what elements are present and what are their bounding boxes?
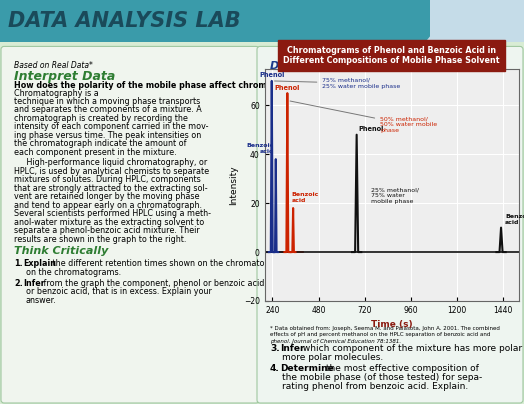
Bar — [0, 0, 460, 42]
Text: that are strongly attracted to the extracting sol-: that are strongly attracted to the extra… — [14, 184, 208, 193]
Text: chromatograph is created by recording the: chromatograph is created by recording th… — [14, 114, 188, 122]
Text: effects of pH and percent methanol on the HPLC separation of benzoic acid and: effects of pH and percent methanol on th… — [270, 332, 490, 337]
Text: 3.: 3. — [270, 344, 280, 353]
Text: DATA ANALYSIS LAB: DATA ANALYSIS LAB — [8, 11, 241, 31]
Text: the different retention times shown on the chromatograms.: the different retention times shown on t… — [50, 259, 292, 268]
Text: each component present in the mixture.: each component present in the mixture. — [14, 147, 177, 157]
Polygon shape — [430, 0, 524, 42]
Text: phenol. Journal of Chemical Education 78:1381.: phenol. Journal of Chemical Education 78… — [270, 339, 401, 344]
Text: 1.: 1. — [14, 259, 23, 268]
Text: rating phenol from benzoic acid. Explain.: rating phenol from benzoic acid. Explain… — [282, 382, 468, 391]
FancyBboxPatch shape — [1, 46, 259, 403]
Text: 2.: 2. — [14, 279, 23, 288]
Text: the mobile phase (of those tested) for sepa-: the mobile phase (of those tested) for s… — [282, 373, 482, 382]
Text: answer.: answer. — [26, 296, 57, 305]
Text: Benzoic
acid: Benzoic acid — [505, 215, 524, 225]
Text: the chromatograph indicate the amount of: the chromatograph indicate the amount of — [14, 139, 187, 148]
Text: 50% methanol/
50% water mobile
phase: 50% methanol/ 50% water mobile phase — [290, 101, 437, 133]
Text: more polar molecules.: more polar molecules. — [282, 353, 383, 362]
Text: mixtures of solutes. During HPLC, components: mixtures of solutes. During HPLC, compon… — [14, 175, 201, 184]
Text: Benzoic
acid: Benzoic acid — [246, 143, 274, 154]
Text: on the chromatograms.: on the chromatograms. — [26, 268, 121, 277]
Text: Explain: Explain — [23, 259, 56, 268]
Text: How does the polarity of the mobile phase affect chromatograms?: How does the polarity of the mobile phas… — [14, 82, 314, 90]
Text: Infer: Infer — [23, 279, 45, 288]
Text: High-performance liquid chromatography, or: High-performance liquid chromatography, … — [14, 158, 208, 167]
Text: 25% methanol/
75% water
mobile phase: 25% methanol/ 75% water mobile phase — [370, 187, 419, 204]
Text: which component of the mixture has more polar molecules.: which component of the mixture has more … — [300, 344, 524, 353]
Text: Based on Real Data*: Based on Real Data* — [14, 61, 93, 70]
Text: Data and Observations: Data and Observations — [270, 61, 414, 72]
Title: Chromatograms of Phenol and Benzoic Acid in
Different Compositions of Mobile Pha: Chromatograms of Phenol and Benzoic Acid… — [283, 46, 500, 65]
Text: results are shown in the graph to the right.: results are shown in the graph to the ri… — [14, 235, 187, 244]
Text: Chromatography is a: Chromatography is a — [14, 90, 99, 99]
Text: Several scientists performed HPLC using a meth-: Several scientists performed HPLC using … — [14, 209, 211, 218]
Text: 4.: 4. — [270, 364, 280, 373]
Text: * Data obtained from: Joseph, Seema M. and Palasota, John A. 2001. The combined: * Data obtained from: Joseph, Seema M. a… — [270, 326, 500, 331]
Text: technique in which a moving phase transports: technique in which a moving phase transp… — [14, 97, 200, 105]
Text: Think Critically: Think Critically — [14, 246, 108, 256]
Text: or benzoic acid, that is in excess. Explain your: or benzoic acid, that is in excess. Expl… — [26, 287, 212, 296]
Text: anol-water mixture as the extracting solvent to: anol-water mixture as the extracting sol… — [14, 218, 204, 227]
Text: Phenol: Phenol — [259, 72, 285, 78]
Text: from the graph the component, phenol or benzoic acid, that is in excess. Explain: from the graph the component, phenol or … — [41, 279, 422, 288]
Text: Infer: Infer — [280, 344, 304, 353]
FancyBboxPatch shape — [257, 46, 523, 403]
Text: intensity of each component carried in the mov-: intensity of each component carried in t… — [14, 122, 209, 131]
Text: Interpret Data: Interpret Data — [14, 70, 115, 84]
Text: separate a phenol-benzoic acid mixture. Their: separate a phenol-benzoic acid mixture. … — [14, 226, 200, 235]
Text: the most effective composition of: the most effective composition of — [323, 364, 479, 373]
Polygon shape — [425, 0, 465, 42]
Text: Determine: Determine — [280, 364, 334, 373]
Text: Phenol: Phenol — [358, 126, 384, 132]
Y-axis label: Intensity: Intensity — [229, 165, 238, 205]
Text: HPLC, is used by analytical chemists to separate: HPLC, is used by analytical chemists to … — [14, 166, 209, 176]
Text: 75% methanol/
25% water mobile phase: 75% methanol/ 25% water mobile phase — [275, 78, 401, 89]
Text: Benzoic
acid: Benzoic acid — [291, 192, 319, 203]
Text: and tend to appear early on a chromatograph.: and tend to appear early on a chromatogr… — [14, 201, 202, 210]
X-axis label: Time (s): Time (s) — [371, 320, 412, 329]
Text: vent are retained longer by the moving phase: vent are retained longer by the moving p… — [14, 192, 200, 201]
Text: ing phase versus time. The peak intensities on: ing phase versus time. The peak intensit… — [14, 130, 201, 139]
Text: Phenol: Phenol — [275, 85, 300, 90]
Text: and separates the components of a mixture. A: and separates the components of a mixtur… — [14, 105, 202, 114]
